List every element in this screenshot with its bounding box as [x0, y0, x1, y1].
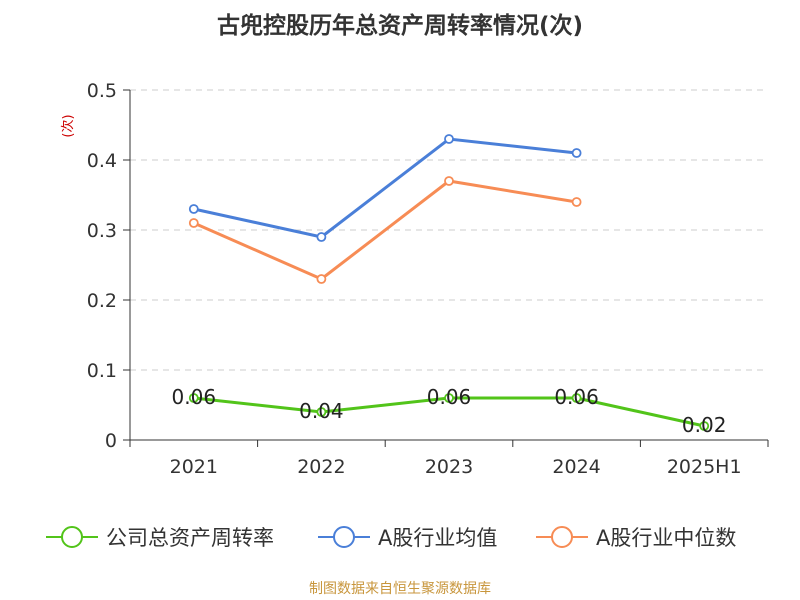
axes: 0 0.1 0.2 0.3 0.4 0.5 2021 2022 2023 2024 2025H1: [87, 80, 769, 478]
chart-title: 古兜控股历年总资产周转率情况(次): [217, 12, 583, 39]
series-1: [188, 134, 582, 242]
data-point: [316, 407, 327, 417]
data-label: 0.06: [427, 385, 472, 409]
series-line: [193, 179, 577, 281]
legend-label: A股行业中位数: [596, 526, 736, 550]
legend[interactable]: 公司总资产周转率 A股行业均值 A股行业中位数: [46, 526, 736, 550]
source-note: 制图数据来自恒生聚源数据库: [309, 581, 491, 597]
data-point: [571, 148, 582, 158]
data-point: [444, 134, 454, 144]
data-point: [188, 204, 199, 214]
y-tick-label: 0.3: [87, 220, 117, 242]
y-tick-label: 0.5: [87, 80, 117, 102]
data-point: [571, 393, 582, 403]
legend-marker: [333, 526, 355, 548]
series-2: [188, 176, 582, 284]
data-point: [188, 393, 199, 403]
x-tick-label: 2025H1: [667, 456, 742, 478]
data-point: [316, 232, 327, 242]
legend-item-2[interactable]: A股行业中位数: [536, 526, 736, 550]
data-point: [571, 197, 582, 207]
series-0: 0.06 0.04 0.06 0.06 0.02: [172, 385, 727, 437]
data-point: [444, 393, 454, 403]
series-lines: 0.06 0.04 0.06 0.06 0.02: [172, 134, 727, 437]
series-line: [193, 137, 577, 239]
legend-label: 公司总资产周转率: [106, 526, 274, 550]
data-label: 0.02: [682, 413, 727, 437]
data-label: 0.04: [299, 399, 344, 423]
y-tick-label: 0.4: [87, 150, 117, 172]
x-tick-label: 2022: [297, 456, 345, 478]
data-point: [316, 274, 327, 284]
y-tick-label: 0.1: [87, 360, 117, 382]
x-tick-label: 2021: [170, 456, 218, 478]
legend-marker: [61, 526, 83, 548]
data-point: [444, 176, 454, 186]
data-label: 0.06: [554, 385, 599, 409]
data-label: 0.06: [172, 385, 217, 409]
y-tick-label: 0: [105, 430, 117, 452]
grid: [130, 89, 768, 371]
legend-item-0[interactable]: 公司总资产周转率: [46, 526, 274, 550]
data-point: [188, 218, 199, 228]
legend-item-1[interactable]: A股行业均值: [318, 526, 497, 550]
y-axis-unit-label: (次): [60, 114, 76, 137]
x-tick-label: 2024: [552, 456, 600, 478]
legend-label: A股行业均值: [378, 526, 497, 550]
legend-marker: [551, 526, 573, 548]
y-tick-label: 0.2: [87, 290, 117, 312]
data-point: [699, 421, 710, 431]
x-tick-label: 2023: [425, 456, 473, 478]
